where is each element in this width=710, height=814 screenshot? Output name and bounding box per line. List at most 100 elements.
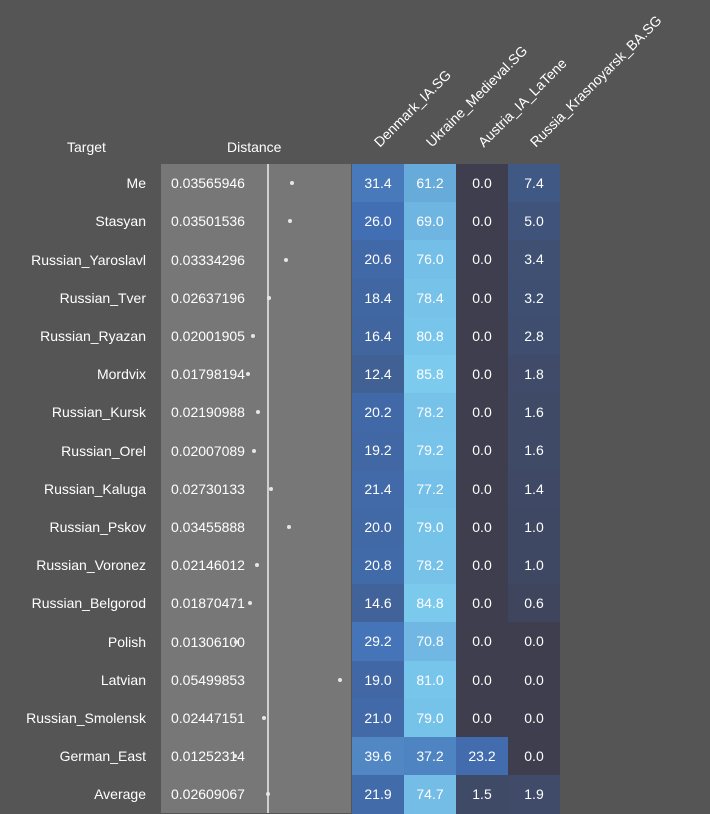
row-distance-value: 0.03334296 — [171, 251, 245, 268]
distance-dot — [337, 677, 342, 682]
distance-panel — [161, 164, 351, 814]
row-target-label: Russian_Kursk — [51, 404, 146, 421]
heatmap-cell: 0.0 — [456, 546, 508, 585]
row-target-label: Stasyan — [95, 213, 146, 230]
heatmap-cell: 1.6 — [508, 393, 560, 432]
row-distance-value: 0.01798194 — [171, 366, 245, 383]
row-distance-value: 0.02007089 — [171, 442, 245, 459]
heatmap-cell: 0.0 — [456, 660, 508, 700]
distance-dot — [287, 524, 292, 529]
row-target-label: Russian_Belgorod — [31, 595, 146, 612]
distance-dot — [248, 601, 253, 606]
distance-dot — [288, 219, 293, 224]
heatmap-cell: 0.0 — [456, 584, 508, 623]
heatmap-cell: 29.2 — [352, 622, 404, 662]
heatmap-cell: 26.0 — [352, 202, 404, 241]
row-distance-value: 0.02609067 — [171, 786, 245, 803]
heatmap-cell: 0.6 — [508, 584, 560, 623]
heatmap-cell: 0.0 — [508, 737, 560, 776]
heatmap-cell: 84.8 — [404, 584, 456, 623]
row-distance-value: 0.02730133 — [171, 480, 245, 497]
heatmap-cell: 80.8 — [404, 316, 456, 356]
distance-reference-line — [267, 164, 270, 814]
heatmap-cell: 37.2 — [404, 737, 456, 776]
row-target-label: Polish — [107, 633, 146, 650]
heatmap-cell: 0.0 — [456, 316, 508, 356]
heatmap-cell: 85.8 — [404, 355, 456, 394]
heatmap-cell: 78.4 — [404, 278, 456, 318]
row-target-label: Russian_Pskov — [49, 518, 147, 535]
heatmap-cell: 0.0 — [456, 431, 508, 471]
distance-dot — [284, 257, 289, 262]
column-header: Austria_IA_LaTene — [474, 55, 570, 151]
heatmap-cell: 7.4 — [508, 164, 560, 203]
heatmap-cell: 81.0 — [404, 660, 456, 700]
heatmap-cell: 1.9 — [508, 775, 560, 814]
heatmap-cell: 61.2 — [404, 164, 456, 203]
heatmap-cell: 3.2 — [508, 278, 560, 318]
heatmap-cell: 79.0 — [404, 698, 456, 738]
heatmap-cell: 0.0 — [456, 393, 508, 432]
heatmap-cell: 5.0 — [508, 202, 560, 241]
row-target-label: Russian_Kaluga — [44, 480, 146, 497]
heatmap-cell: 0.0 — [456, 164, 508, 203]
distance-dot — [262, 715, 267, 720]
distance-dot — [251, 448, 256, 453]
heatmap-cell: 3.4 — [508, 240, 560, 280]
distance-column-header: Distance — [227, 139, 282, 155]
row-distance-value: 0.01306100 — [171, 633, 245, 650]
row-distance-value: 0.02447151 — [171, 709, 245, 726]
heatmap-cell: 20.0 — [352, 507, 404, 547]
heatmap-cell: 39.6 — [352, 737, 404, 776]
row-target-label: Russian_Yaroslavl — [31, 251, 146, 268]
heatmap-cell: 23.2 — [456, 737, 508, 776]
heatmap-cell: 19.2 — [352, 431, 404, 471]
heatmap-cell: 0.0 — [508, 622, 560, 662]
heatmap-cell: 74.7 — [404, 775, 456, 814]
distance-dot — [251, 333, 256, 338]
heatmap-cell: 0.0 — [456, 355, 508, 394]
row-distance-value: 0.05499853 — [171, 671, 245, 688]
distance-dot — [269, 486, 274, 491]
heatmap-cell: 1.8 — [508, 355, 560, 394]
heatmap-cell: 78.2 — [404, 393, 456, 432]
heatmap-cell: 0.0 — [456, 240, 508, 280]
row-target-label: Mordvix — [96, 366, 146, 383]
row-target-label: Russian_Voronez — [36, 557, 146, 574]
distance-dot — [232, 754, 237, 759]
heatmap-cell: 12.4 — [352, 355, 404, 394]
heatmap-cell: 20.8 — [352, 546, 404, 585]
heatmap-cell: 1.6 — [508, 431, 560, 471]
distance-dot — [266, 792, 271, 797]
row-distance-value: 0.02146012 — [171, 557, 245, 574]
heatmap-cell: 1.4 — [508, 469, 560, 509]
heatmap-cell: 1.0 — [508, 546, 560, 585]
heatmap-cell: 0.0 — [456, 469, 508, 509]
row-target-label: Me — [126, 175, 146, 192]
heatmap-cell: 0.0 — [456, 507, 508, 547]
heatmap-cell: 0.0 — [456, 278, 508, 318]
heatmap-cell: 0.0 — [456, 622, 508, 662]
row-distance-value: 0.02001905 — [171, 327, 245, 344]
heatmap-cell: 21.4 — [352, 469, 404, 509]
heatmap-cell: 79.0 — [404, 507, 456, 547]
row-target-label: Russian_Ryazan — [40, 327, 146, 344]
row-distance-value: 0.02637196 — [171, 289, 245, 306]
heatmap-cell: 1.0 — [508, 507, 560, 547]
row-target-label: Russian_Tver — [59, 289, 146, 306]
distance-dot — [267, 295, 272, 300]
row-target-label: Russian_Orel — [61, 442, 146, 459]
heatmap-cell: 16.4 — [352, 316, 404, 356]
heatmap-cell: 76.0 — [404, 240, 456, 280]
heatmap-cell: 1.5 — [456, 775, 508, 814]
heatmap-cell: 0.0 — [456, 202, 508, 241]
heatmap-cell: 0.0 — [508, 698, 560, 738]
heatmap-cell: 20.6 — [352, 240, 404, 280]
heatmap-cell: 69.0 — [404, 202, 456, 241]
column-header: Ukraine_Medieval.SG — [422, 42, 531, 150]
row-distance-value: 0.01870471 — [171, 595, 245, 612]
heatmap-cell: 78.2 — [404, 546, 456, 585]
distance-dot — [256, 410, 261, 415]
row-distance-value: 0.02190988 — [171, 404, 245, 421]
